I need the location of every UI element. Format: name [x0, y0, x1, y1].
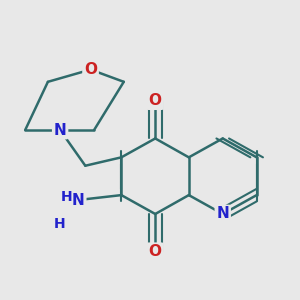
Text: N: N	[54, 123, 67, 138]
Text: O: O	[149, 93, 162, 108]
Text: O: O	[84, 62, 97, 77]
Text: N: N	[216, 206, 229, 221]
Text: N: N	[72, 193, 85, 208]
Text: O: O	[149, 244, 162, 259]
Text: H: H	[60, 190, 72, 204]
Text: H: H	[53, 217, 65, 231]
